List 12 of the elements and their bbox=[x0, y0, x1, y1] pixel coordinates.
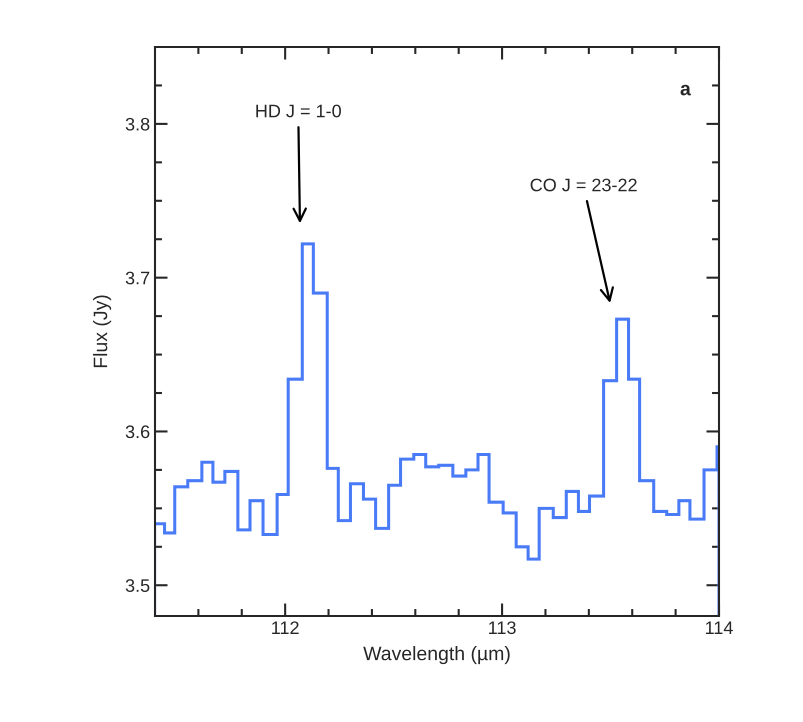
x-tick-label: 114 bbox=[706, 622, 733, 634]
x-tick-label: 113 bbox=[489, 621, 516, 634]
annotation: HD J = 1-0 bbox=[256, 104, 341, 118]
annotation: CO J = 23-22 bbox=[530, 178, 637, 192]
x-axis-title: Wavelength (µm) bbox=[363, 646, 510, 664]
x-tick-label: 112 bbox=[272, 621, 299, 634]
y-tick-label: 3.7 bbox=[126, 272, 150, 284]
y-tick-label: 3.6 bbox=[126, 425, 150, 438]
y-tick-label: 3.5 bbox=[126, 579, 150, 592]
y-axis-title: Flux (Jy) bbox=[93, 295, 112, 368]
annotation: a bbox=[680, 84, 691, 96]
y-tick-label: 3.8 bbox=[126, 118, 150, 131]
